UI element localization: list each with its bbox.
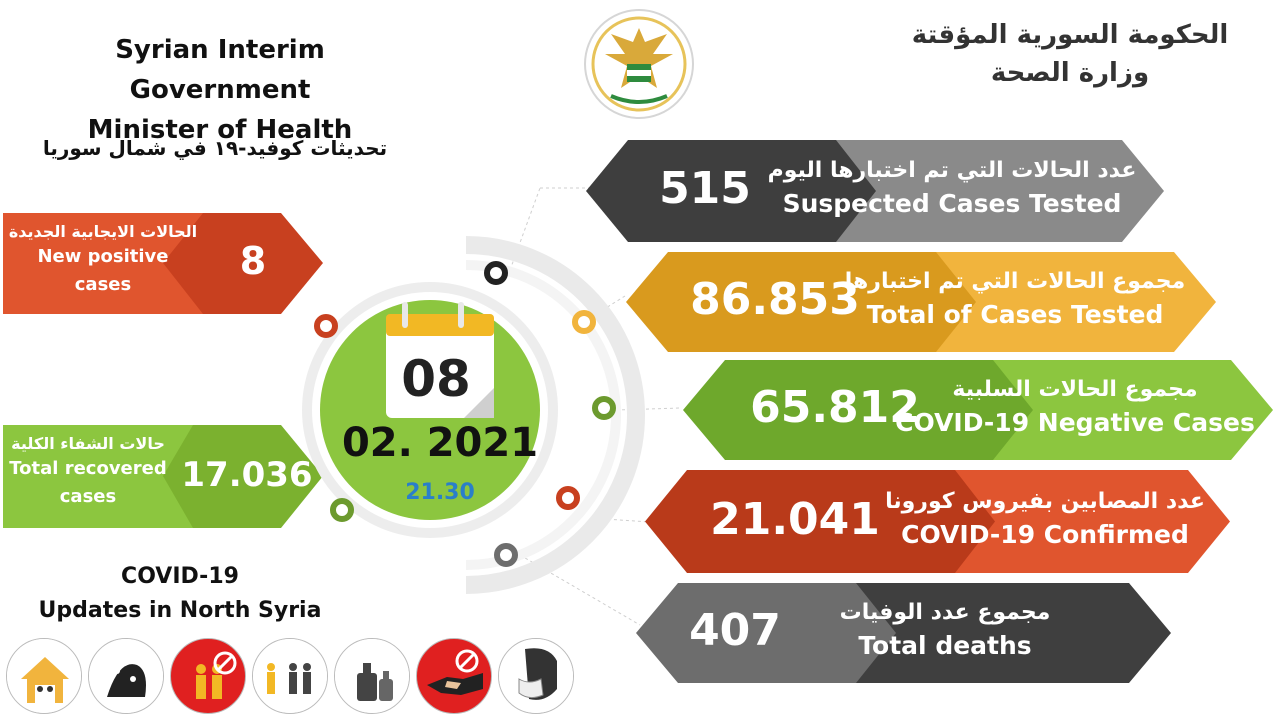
dot-marker bbox=[330, 498, 354, 522]
banner-shape bbox=[586, 140, 1164, 242]
banner-label-ar: مجموع الحالات السلبية bbox=[952, 377, 1198, 402]
banner-label-ar: عدد المصابين بفيروس كورونا bbox=[885, 488, 1205, 514]
recovered-label-ar: حالات الشفاء الكلية bbox=[11, 434, 165, 453]
header-arabic: الحكومة السورية المؤقتة وزارة الصحة bbox=[900, 16, 1240, 92]
dot-marker bbox=[484, 261, 508, 285]
stat-banner: 515 عدد الحالات التي تم اختبارها اليوم Sus… bbox=[586, 140, 1164, 242]
recovered-labels: حالات الشفاء الكلية Total recovered case… bbox=[3, 425, 203, 511]
central-dial bbox=[302, 187, 680, 626]
banner-labels: مجموع الحالات التي تم اختبارها Total of C… bbox=[820, 266, 1210, 332]
banner-value: 407 bbox=[689, 605, 781, 656]
footer-title: COVID-19 Updates in North Syria bbox=[30, 560, 330, 628]
new-positive-labels: الحالات الايجابية الجديدة New positive c… bbox=[3, 213, 203, 299]
banner-value: 65.812 bbox=[750, 382, 920, 433]
date-day: 08 bbox=[401, 350, 471, 408]
banner-labels: عدد المصابين بفيروس كورونا COVID-19 Confi… bbox=[860, 486, 1230, 552]
recovered-value: 17.036 bbox=[181, 455, 313, 495]
connector-line bbox=[589, 517, 651, 523]
header-en-line2: Minister of Health bbox=[87, 115, 353, 145]
recovered-label-en2: cases bbox=[59, 486, 117, 507]
banner-shape bbox=[683, 360, 1273, 460]
banner-shape bbox=[636, 583, 1171, 683]
subtitle-arabic: تحديثات كوفيد-١٩ في شمال سوريا bbox=[42, 136, 388, 160]
sanitizer-icon bbox=[334, 638, 410, 714]
recovered-label-en1: Total recovered bbox=[9, 458, 167, 479]
social-distance-icon bbox=[252, 638, 328, 714]
dot-marker bbox=[314, 314, 338, 338]
banner-label-en: Total of Cases Tested bbox=[866, 300, 1164, 329]
stat-banner: 407 مجموع عدد الوفيات Total deaths bbox=[636, 583, 1171, 683]
stat-banner: 65.812 مجموع الحالات السلبية COVID-19 Nega… bbox=[683, 360, 1273, 460]
banner-label-en: COVID-19 Negative Cases bbox=[895, 408, 1255, 437]
new-positive-label-en2: cases bbox=[74, 274, 132, 295]
new-positive-label-ar: الحالات الايجابية الجديدة bbox=[8, 222, 198, 241]
banner-label-ar: مجموع الحالات التي تم اختبارها bbox=[844, 269, 1186, 294]
connector-line bbox=[519, 554, 641, 626]
banner-value: 515 bbox=[659, 163, 751, 214]
new-positive-box: الحالات الايجابية الجديدة New positive c… bbox=[3, 213, 323, 314]
header-en-line1: Syrian Interim Government bbox=[115, 35, 325, 105]
dot-marker bbox=[592, 396, 616, 420]
banner-label-en: Suspected Cases Tested bbox=[782, 189, 1122, 218]
date-month-year: 02. 2021 bbox=[341, 420, 539, 466]
stat-banner: 86.853 مجموع الحالات التي تم اختبارها Tota… bbox=[626, 252, 1216, 352]
dot-marker bbox=[572, 310, 596, 334]
banner-labels: مجموع الحالات السلبية COVID-19 Negative C… bbox=[880, 374, 1270, 440]
connector-line bbox=[615, 407, 680, 411]
outer-arc bbox=[465, 236, 645, 594]
stat-banner: 21.041 عدد المصابين بفيروس كورونا COVID-19… bbox=[645, 470, 1230, 573]
banner-value: 86.853 bbox=[690, 274, 860, 325]
eagle-logo-icon bbox=[584, 9, 694, 119]
recovered-box: حالات الشفاء الكلية Total recovered case… bbox=[3, 425, 323, 528]
no-handshake-icon bbox=[416, 638, 492, 714]
face-mask-icon bbox=[498, 638, 574, 714]
banner-labels: عدد الحالات التي تم اختبارها اليوم Suspec… bbox=[742, 155, 1162, 221]
banner-label-ar: عدد الحالات التي تم اختبارها اليوم bbox=[767, 158, 1137, 183]
header-english: Syrian Interim Government Minister of He… bbox=[30, 30, 410, 150]
stay-home-icon bbox=[6, 638, 82, 714]
new-positive-label-en1: New positive bbox=[37, 246, 169, 267]
prevention-icons-row bbox=[6, 638, 586, 716]
footer-line1: COVID-19 bbox=[121, 564, 239, 589]
new-positive-value: 8 bbox=[239, 239, 267, 283]
footer-line2: Updates in North Syria bbox=[38, 598, 322, 623]
header-ar-line1: الحكومة السورية المؤقتة bbox=[911, 20, 1229, 50]
banner-labels: مجموع عدد الوفيات Total deaths bbox=[780, 597, 1110, 663]
dot-marker bbox=[556, 486, 580, 510]
wash-hands-icon bbox=[88, 638, 164, 714]
dot-marker bbox=[494, 543, 518, 567]
inner-arc bbox=[465, 260, 621, 570]
banner-shape bbox=[626, 252, 1216, 352]
header-ar-line2: وزارة الصحة bbox=[990, 58, 1150, 88]
date-time: 21.30 bbox=[405, 480, 475, 505]
banner-value: 21.041 bbox=[710, 493, 880, 545]
banner-shape bbox=[645, 470, 1230, 573]
banner-label-en: Total deaths bbox=[858, 631, 1032, 660]
banner-label-ar: مجموع عدد الوفيات bbox=[839, 600, 1051, 625]
banner-label-en: COVID-19 Confirmed bbox=[901, 519, 1189, 549]
calendar-icon bbox=[386, 302, 494, 418]
no-gathering-icon bbox=[170, 638, 246, 714]
